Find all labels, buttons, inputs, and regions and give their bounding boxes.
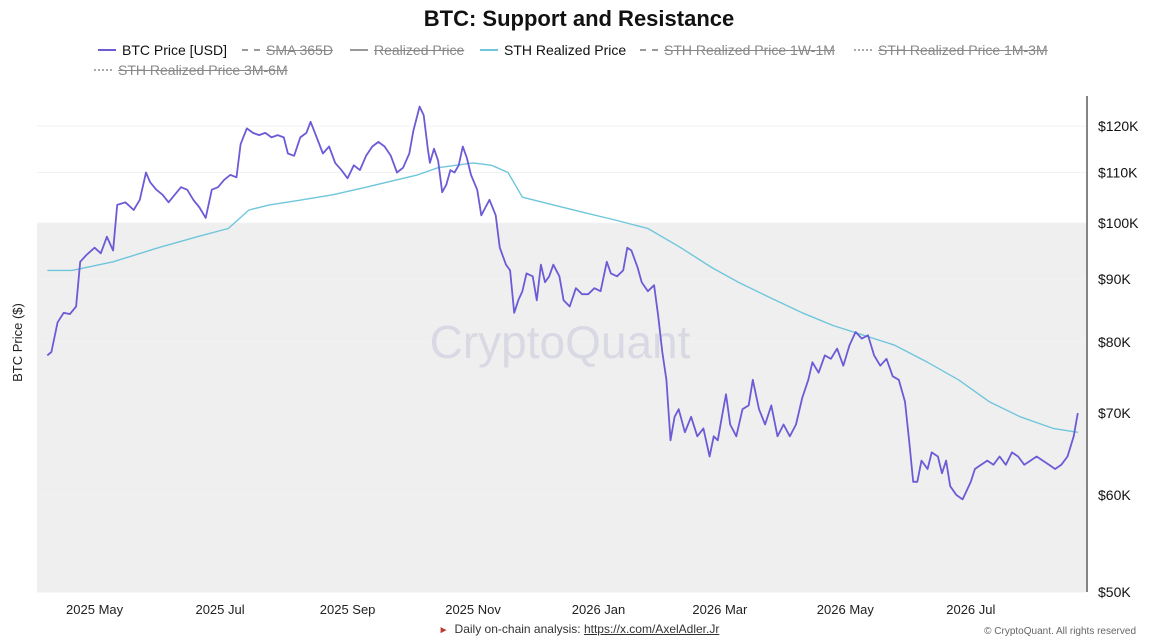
x-tick-label: 2025 Jul [195, 602, 244, 617]
legend-label: Realized Price [374, 42, 465, 58]
legend-label: STH Realized Price 3M-6M [118, 62, 288, 78]
legend-item-sth-3m-6m[interactable]: STH Realized Price 3M-6M [94, 62, 288, 78]
legend-item-sth-1w-1m[interactable]: STH Realized Price 1W-1M [640, 42, 835, 58]
legend-item-sth-realized-price[interactable]: STH Realized Price [480, 42, 626, 58]
y-tick-label: $70K [1098, 405, 1131, 421]
legend-label: BTC Price [USD] [122, 42, 228, 58]
copyright-text: © CryptoQuant. All rights reserved [984, 626, 1136, 637]
footer-text: Daily on-chain analysis: [454, 622, 584, 636]
y-tick-label: $100K [1098, 215, 1139, 231]
legend-swatch-solid [480, 49, 498, 51]
chart-title: BTC: Support and Resistance [423, 6, 735, 31]
legend-swatch-dash [242, 49, 260, 51]
shaded-band [37, 223, 1086, 592]
legend-label: STH Realized Price [504, 42, 627, 58]
watermark-text: CryptoQuant [430, 316, 691, 368]
btc-price-line [46, 105, 1079, 501]
y-tick-label: $80K [1098, 334, 1131, 350]
x-tick-label: 2026 Mar [692, 602, 748, 617]
legend-swatch-dot [854, 49, 872, 51]
y-tick-label: $90K [1098, 271, 1131, 287]
footer-arrow-icon: ► [438, 625, 449, 636]
legend-item-realized-price[interactable]: Realized Price [350, 42, 464, 58]
legend-item-sth-1m-3m[interactable]: STH Realized Price 1M-3M [854, 42, 1048, 58]
x-tick-label: 2025 May [66, 602, 124, 617]
y-tick-label: $50K [1098, 584, 1131, 600]
x-tick-label: 2025 Nov [445, 602, 501, 617]
legend-label: STH Realized Price 1W-1M [664, 42, 835, 58]
y-tick-label: $60K [1098, 487, 1131, 503]
x-tick-label: 2026 May [817, 602, 875, 617]
legend-swatch-solid [350, 49, 368, 51]
x-tick-label: 2026 Jan [572, 602, 626, 617]
legend-item-btc-price[interactable]: BTC Price [USD] [98, 42, 227, 58]
sth-realized-price-line [47, 162, 1078, 433]
x-tick-label: 2026 Jul [946, 602, 995, 617]
y-tick-label: $110K [1098, 164, 1138, 180]
legend-label: STH Realized Price 1M-3M [878, 42, 1048, 58]
footer: ► Daily on-chain analysis: https://x.com/… [0, 622, 1158, 636]
footer-link[interactable]: https://x.com/AxelAdler.Jr [583, 622, 720, 636]
x-tick-label: 2025 Sep [320, 602, 376, 617]
legend-swatch-solid [98, 49, 116, 51]
legend-item-sma-365d[interactable]: SMA 365D [242, 42, 333, 58]
y-tick-label: $120K [1098, 118, 1139, 134]
legend-label: SMA 365D [266, 42, 333, 58]
legend-swatch-dot [94, 69, 112, 71]
legend-swatch-dash [640, 49, 658, 51]
